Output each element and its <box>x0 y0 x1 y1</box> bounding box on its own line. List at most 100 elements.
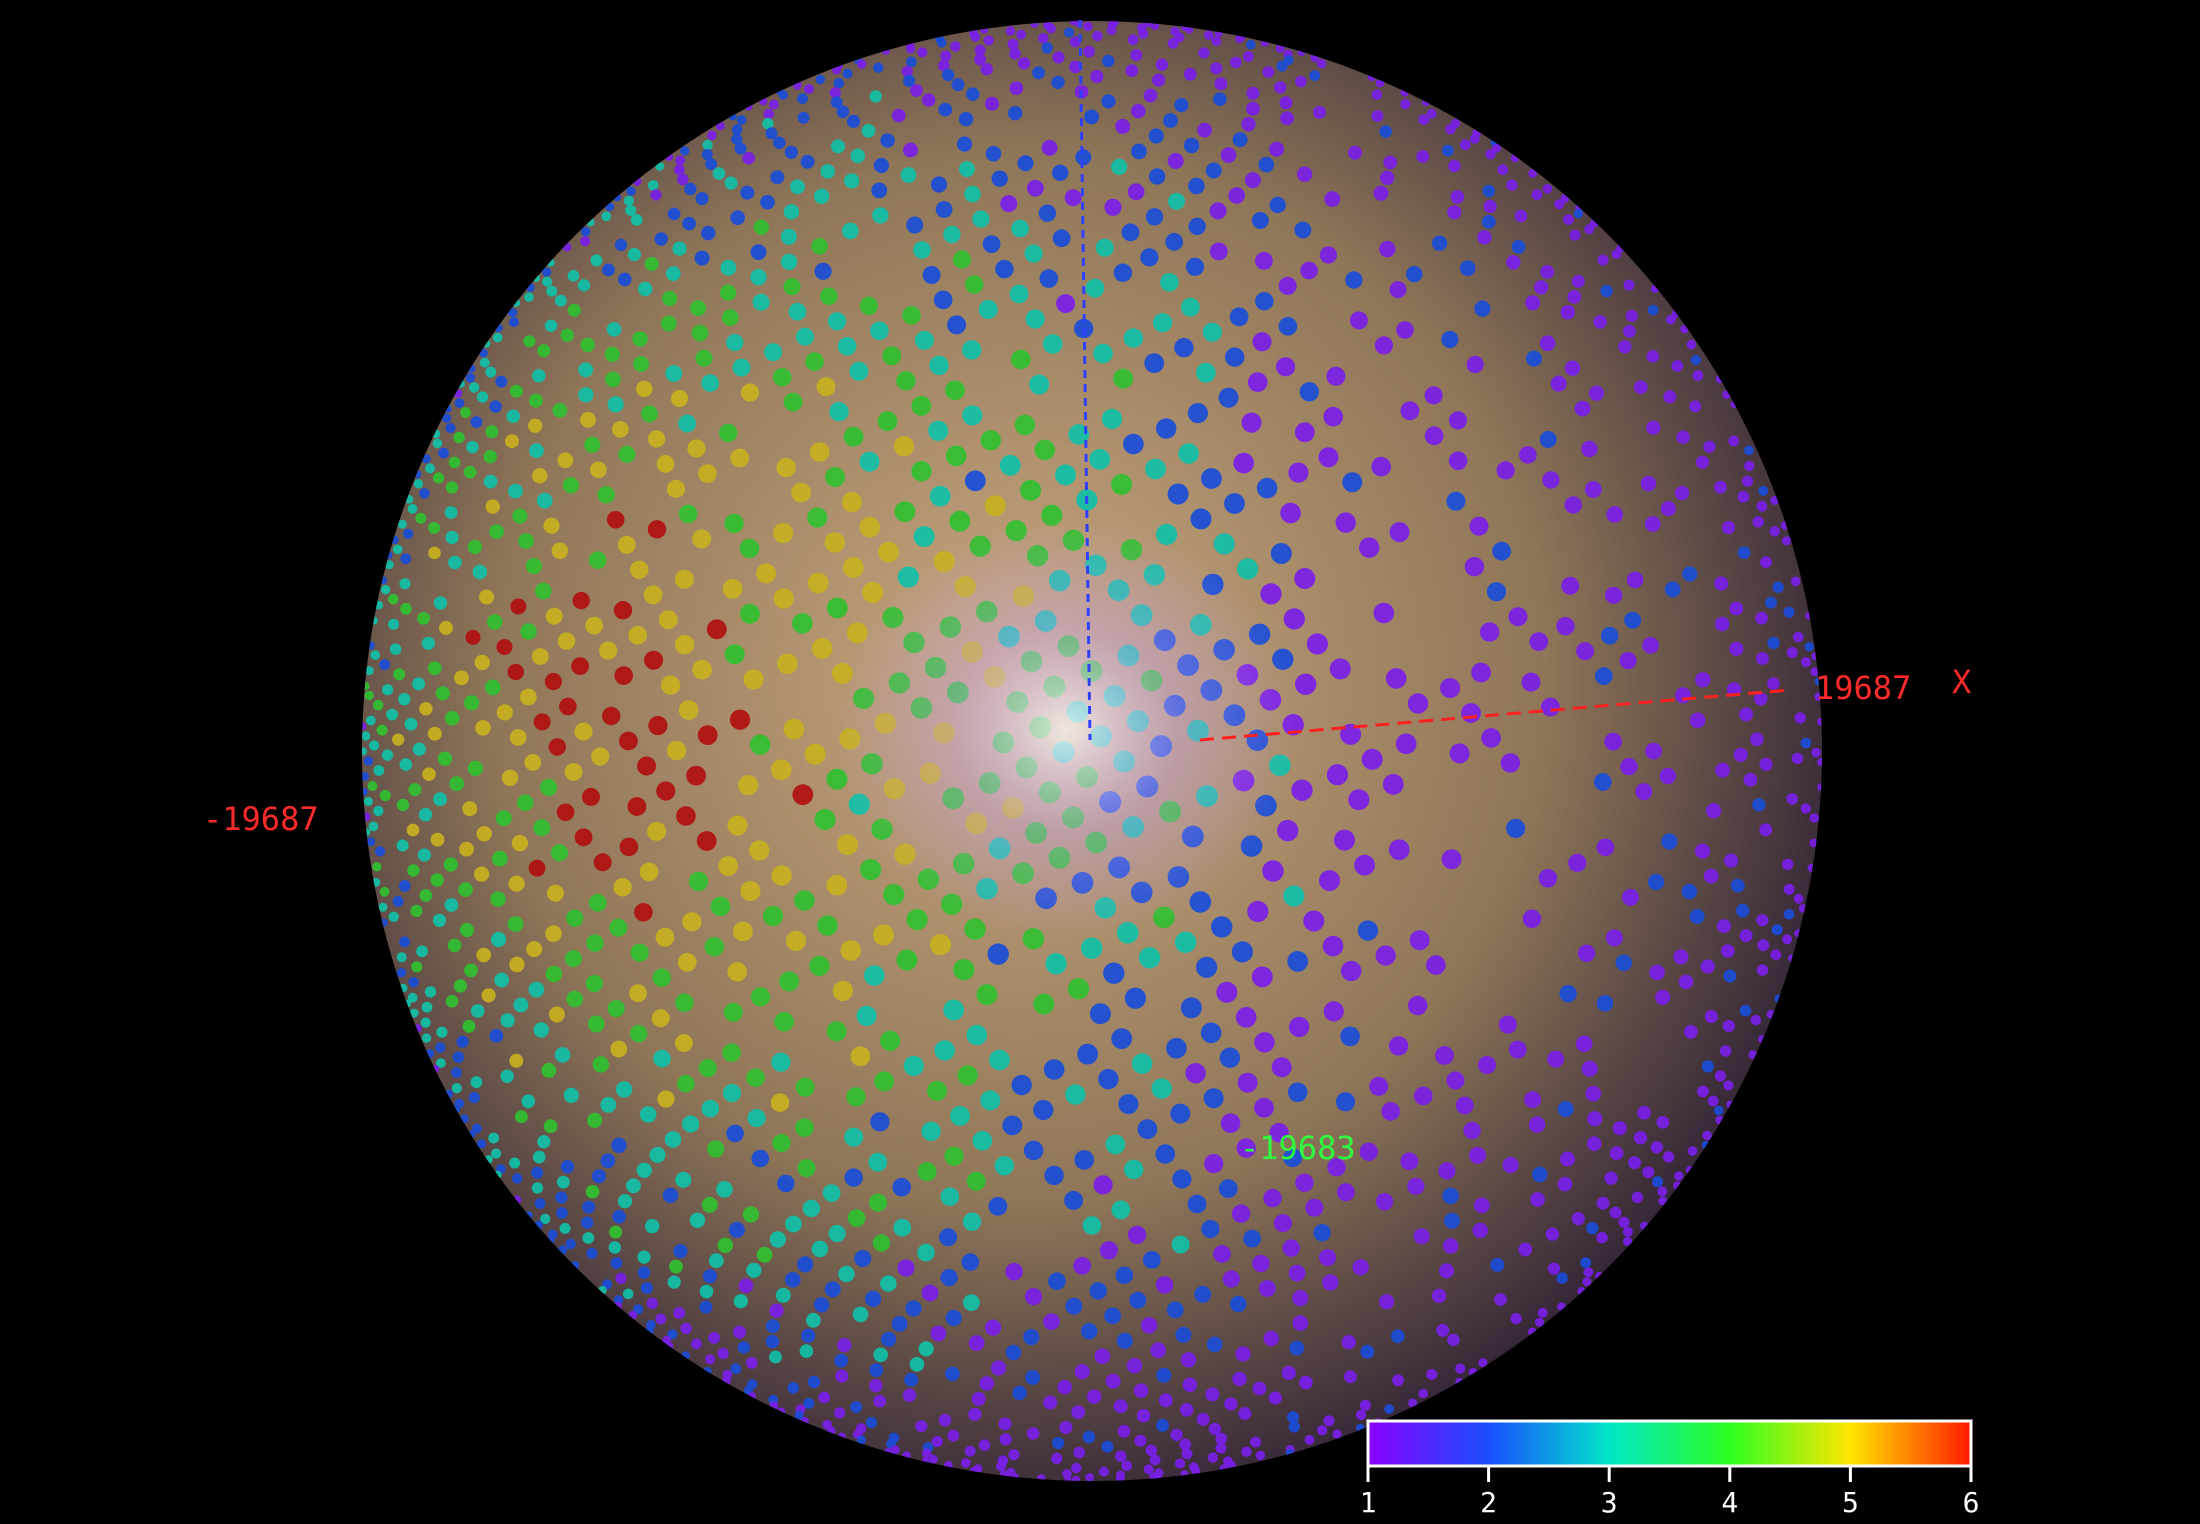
cell <box>1539 431 1557 448</box>
cell <box>1094 1348 1111 1364</box>
cell <box>1017 155 1034 172</box>
cell <box>1043 1059 1065 1080</box>
cell <box>1211 916 1233 938</box>
cell <box>1125 64 1139 77</box>
cell <box>1471 662 1491 683</box>
cell <box>768 99 779 110</box>
cell <box>777 653 798 675</box>
cell <box>444 506 458 519</box>
cell <box>988 1196 1008 1216</box>
cell <box>1232 132 1248 148</box>
cell <box>1379 240 1396 258</box>
cell <box>1232 1371 1247 1387</box>
cell <box>1702 1130 1712 1141</box>
cell <box>1167 153 1184 169</box>
cell <box>1661 833 1678 850</box>
cell <box>1581 440 1598 458</box>
cell <box>1478 1358 1488 1368</box>
cell <box>944 1460 953 1470</box>
cell <box>1441 849 1462 870</box>
cell <box>655 1313 667 1325</box>
cell <box>1205 162 1222 179</box>
cell <box>508 308 518 318</box>
cell <box>1375 78 1385 88</box>
cell <box>526 283 535 292</box>
cell <box>451 1067 462 1078</box>
cell <box>619 837 639 857</box>
cell <box>996 1461 1006 1472</box>
cell <box>528 981 545 998</box>
cell <box>873 1347 888 1363</box>
cell <box>565 950 582 968</box>
cell <box>849 361 869 381</box>
cell <box>456 1035 469 1048</box>
cell <box>1111 158 1128 175</box>
cell <box>1089 1003 1111 1025</box>
cell <box>1227 1460 1236 1470</box>
cell <box>815 74 825 85</box>
cell <box>752 293 770 311</box>
cell <box>1588 385 1605 401</box>
cell <box>464 695 480 711</box>
cell <box>1597 254 1609 266</box>
cell <box>1540 265 1555 279</box>
cell <box>470 416 483 428</box>
cell <box>682 912 702 932</box>
cell <box>1765 596 1777 609</box>
cell <box>536 492 553 509</box>
cell <box>906 909 928 931</box>
cell <box>1766 1009 1776 1019</box>
cell <box>1532 1166 1548 1183</box>
cell <box>511 298 521 308</box>
cell <box>1793 893 1804 904</box>
cell <box>667 1329 678 1340</box>
cell <box>436 1026 448 1038</box>
cell <box>1174 931 1197 953</box>
cell <box>1278 276 1297 295</box>
cell <box>469 382 480 393</box>
cell <box>1385 668 1407 689</box>
cell <box>1463 1121 1481 1140</box>
cell <box>1794 929 1803 938</box>
cell <box>465 373 476 383</box>
cell <box>1011 1074 1032 1096</box>
cell <box>1631 1191 1644 1204</box>
cell <box>953 250 971 269</box>
cell <box>1729 601 1744 616</box>
cell <box>610 1040 628 1058</box>
cell <box>675 1171 692 1188</box>
cell <box>1810 667 1820 677</box>
cell <box>1481 728 1501 748</box>
cell <box>765 127 778 140</box>
cell <box>1528 168 1538 178</box>
cell <box>1155 1144 1176 1164</box>
cell <box>1095 238 1114 257</box>
cell <box>1051 1452 1063 1464</box>
cell <box>1252 1254 1270 1273</box>
cell <box>1024 244 1043 263</box>
cell <box>444 711 460 726</box>
cell <box>1052 164 1069 181</box>
cell <box>1039 269 1059 288</box>
cell <box>1083 21 1093 32</box>
cell <box>614 666 633 685</box>
cell <box>1804 642 1815 652</box>
cell <box>1187 1194 1207 1214</box>
cell <box>647 520 667 539</box>
cell <box>962 1212 982 1231</box>
cell <box>636 1162 652 1179</box>
cell <box>1534 1317 1545 1327</box>
cell <box>1721 944 1735 958</box>
cell <box>966 1171 986 1191</box>
cell <box>509 384 523 398</box>
cell <box>645 1219 660 1234</box>
cell <box>612 1209 626 1224</box>
cell <box>1229 307 1249 327</box>
cell <box>1206 1336 1223 1353</box>
cell <box>448 555 462 570</box>
cell <box>586 218 595 227</box>
cell <box>749 840 770 861</box>
cell <box>1138 28 1149 39</box>
cell <box>1052 1436 1065 1450</box>
cell <box>813 188 830 204</box>
